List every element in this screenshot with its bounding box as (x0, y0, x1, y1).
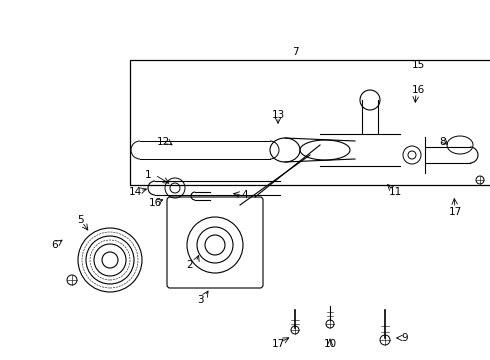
Text: 17: 17 (271, 339, 285, 349)
Text: 15: 15 (412, 60, 425, 70)
Text: 14: 14 (128, 187, 142, 197)
Text: 5: 5 (77, 215, 83, 225)
Text: 11: 11 (389, 187, 402, 197)
Text: 7: 7 (292, 47, 298, 57)
Text: 10: 10 (323, 339, 337, 349)
Text: 17: 17 (448, 207, 462, 217)
Bar (130, 60, 490, 185)
Text: 16: 16 (148, 198, 162, 208)
Text: 12: 12 (156, 137, 170, 147)
Text: 1: 1 (145, 170, 151, 180)
Text: 16: 16 (412, 85, 425, 95)
Text: 3: 3 (196, 295, 203, 305)
Text: 9: 9 (402, 333, 408, 343)
Text: 13: 13 (271, 110, 285, 120)
Text: 6: 6 (51, 240, 58, 250)
Text: 8: 8 (440, 137, 446, 147)
Text: 2: 2 (187, 260, 194, 270)
Text: 4: 4 (242, 190, 248, 200)
